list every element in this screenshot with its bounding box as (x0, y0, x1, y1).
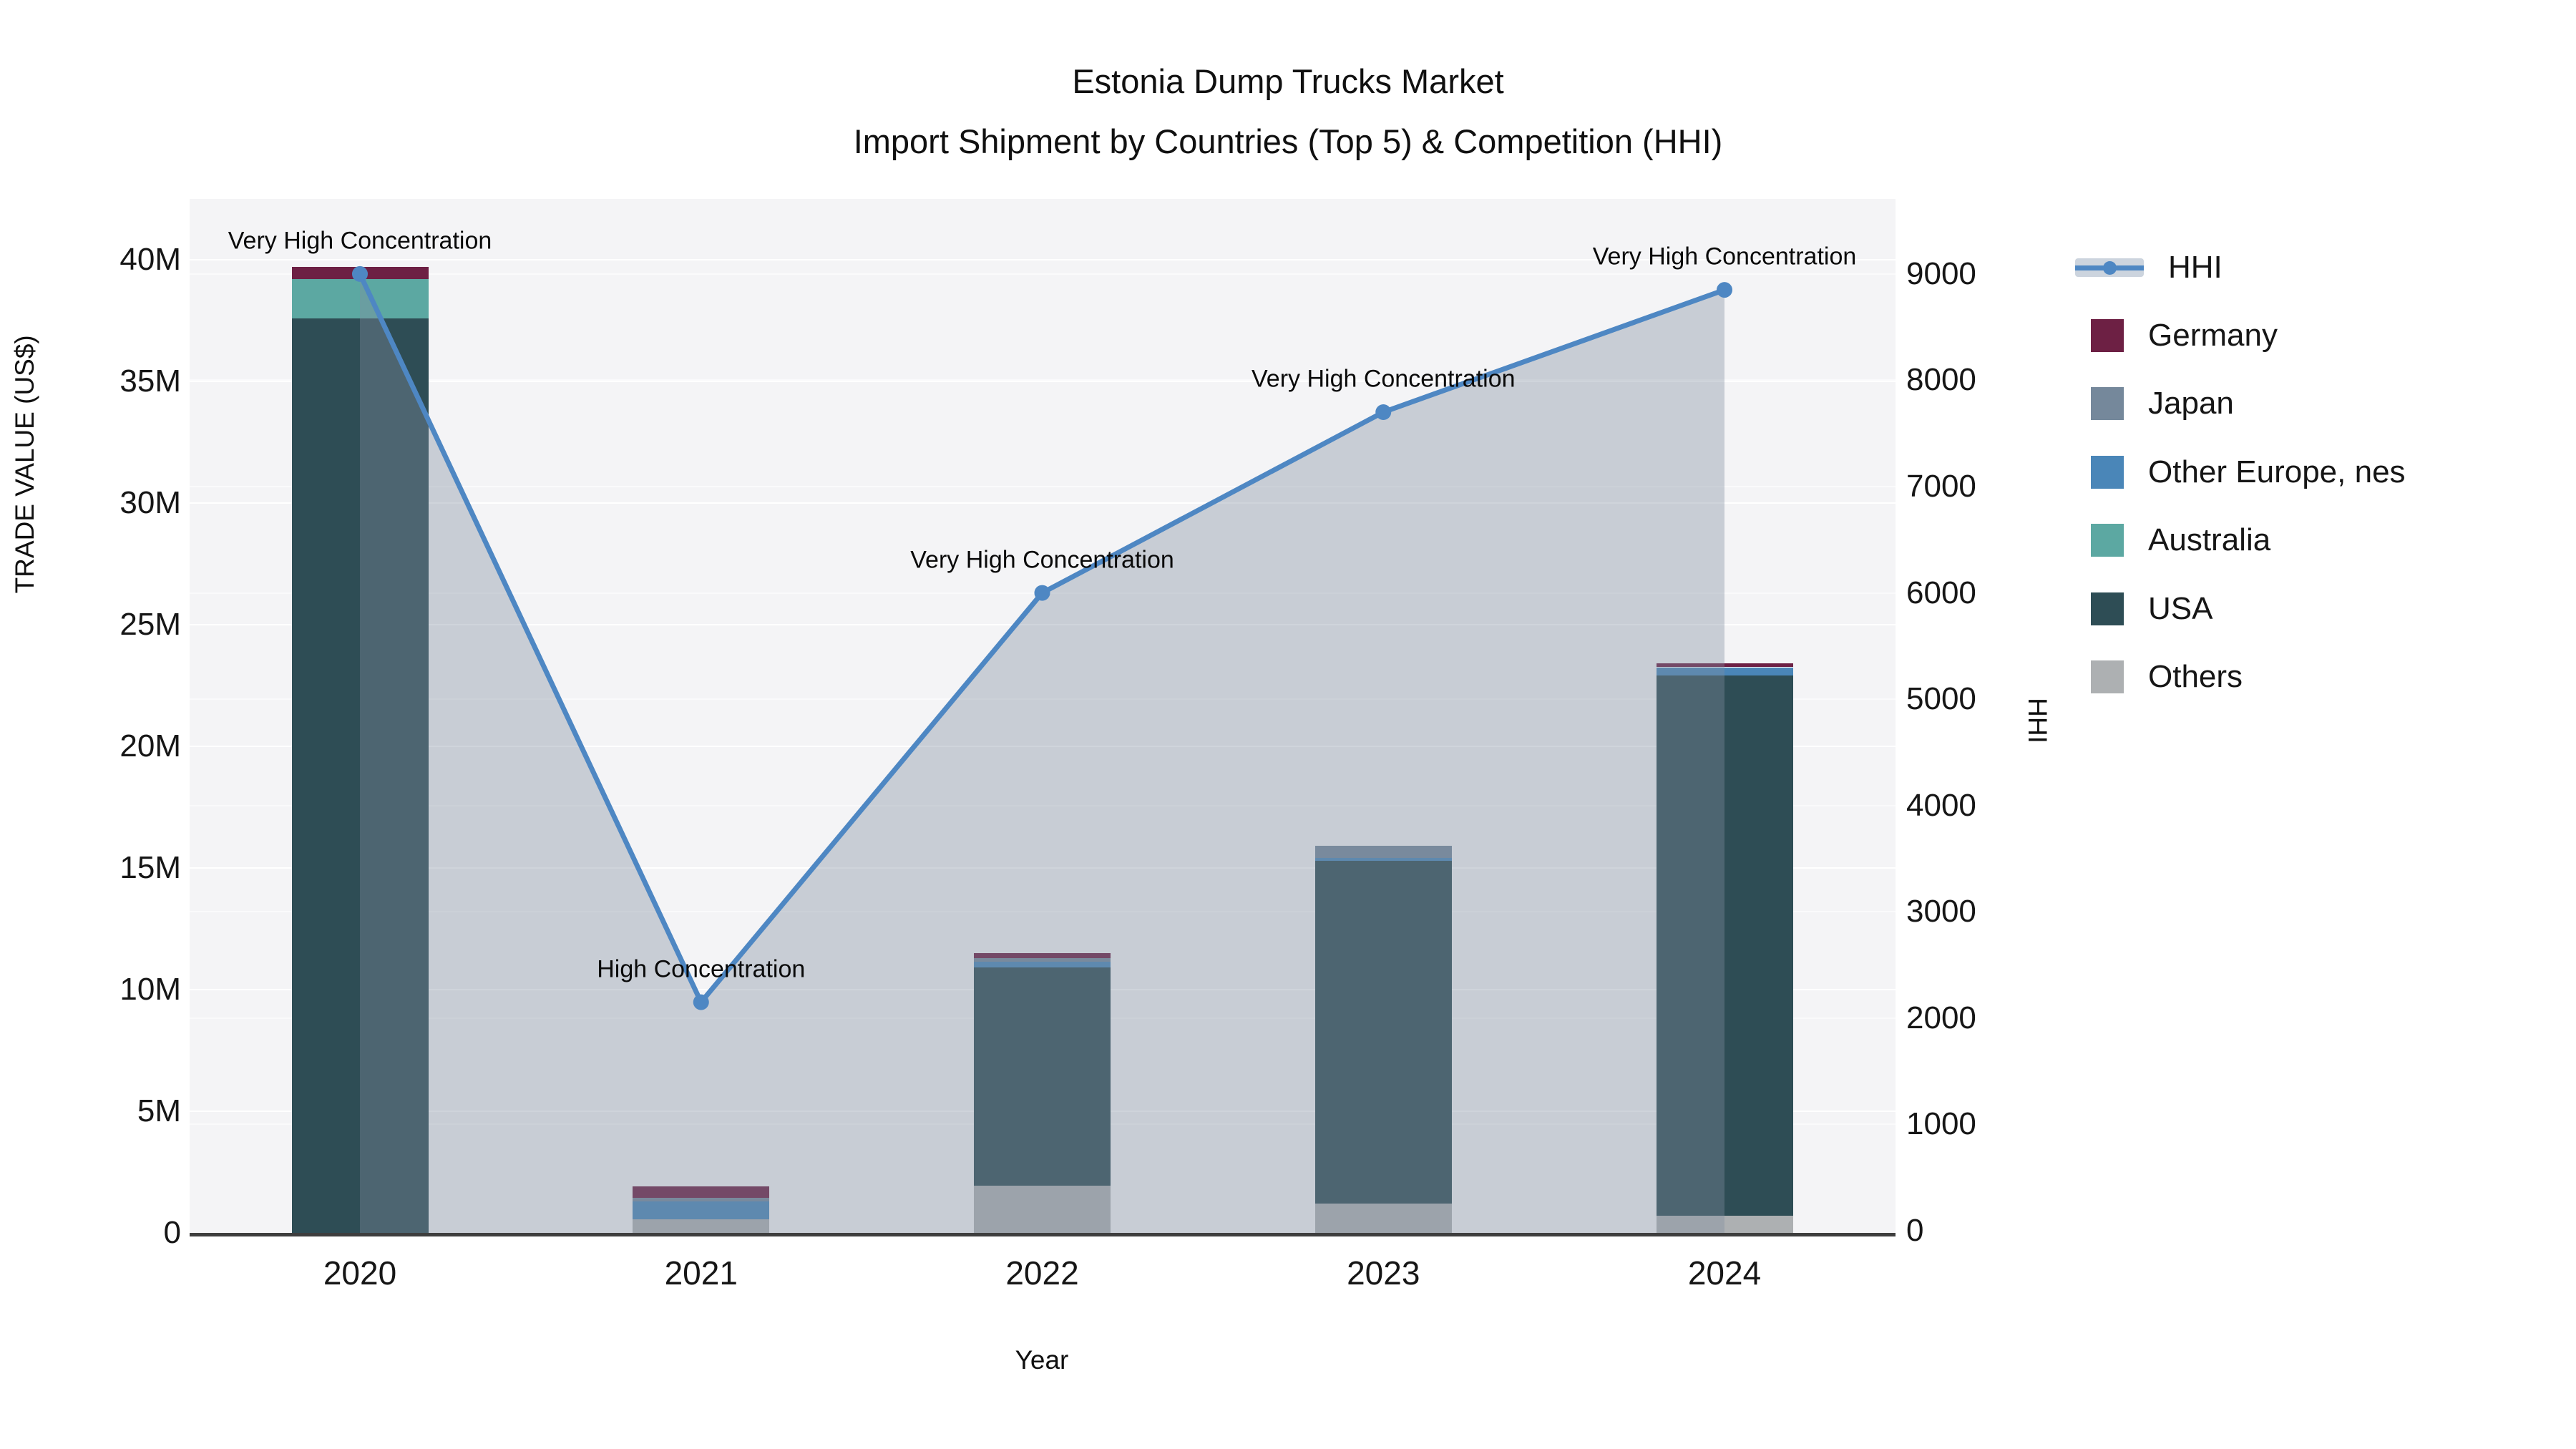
annotation-2022: Very High Concentration (910, 546, 1174, 574)
legend-item-usa[interactable]: USA (2075, 575, 2212, 643)
left-tick-35M: 35M (119, 364, 181, 399)
right-tick-1000: 1000 (1906, 1106, 1976, 1142)
legend-label: Other Europe, nes (2148, 454, 2406, 489)
bar-segment-usa-2022[interactable] (974, 967, 1111, 1186)
gridline-right-8000 (190, 379, 1896, 381)
left-axis-title: TRADE VALUE (US$) (10, 335, 39, 594)
bar-segment-germany-2021[interactable] (633, 1186, 770, 1198)
legend-item-australia[interactable]: Australia (2075, 507, 2270, 575)
annotation-2020: Very High Concentration (228, 227, 492, 255)
bar-segment-others-2022[interactable] (974, 1185, 1111, 1233)
x-tick-2021: 2021 (664, 1254, 738, 1292)
bar-segment-germany-2024[interactable] (1656, 663, 1793, 668)
left-tick-5M: 5M (137, 1093, 181, 1128)
right-tick-5000: 5000 (1906, 681, 1976, 717)
annotation-2021: High Concentration (597, 955, 806, 983)
annotation-2024: Very High Concentration (1592, 243, 1857, 270)
bar-segment-other-europe-nes-2021[interactable] (633, 1201, 770, 1220)
left-tick-15M: 15M (119, 850, 181, 885)
gridline-right-9000 (190, 273, 1896, 275)
x-axis-title: Year (1015, 1345, 1069, 1375)
left-tick-10M: 10M (119, 972, 181, 1007)
left-tick-40M: 40M (119, 242, 181, 277)
gridline-left-20M (190, 746, 1896, 747)
right-tick-4000: 4000 (1906, 787, 1976, 823)
gridline-right-7000 (190, 486, 1896, 487)
bar-segment-germany-2020[interactable] (291, 267, 429, 280)
bar-segment-usa-2020[interactable] (291, 318, 429, 1233)
right-tick-9000: 9000 (1906, 255, 1976, 291)
gridline-left-40M (190, 259, 1896, 260)
bar-segment-japan-2023[interactable] (1314, 846, 1452, 859)
bar-segment-other-europe-nes-2024[interactable] (1656, 667, 1793, 676)
legend-swatch-icon (2091, 592, 2124, 625)
left-tick-30M: 30M (119, 485, 181, 520)
legend-label: Australia (2148, 522, 2271, 558)
x-tick-2020: 2020 (323, 1254, 397, 1292)
bar-segment-japan-2022[interactable] (974, 957, 1111, 962)
bar-segment-others-2024[interactable] (1656, 1216, 1793, 1233)
bar-segment-usa-2023[interactable] (1314, 860, 1452, 1204)
gridline-right-5000 (190, 698, 1896, 701)
annotation-2023: Very High Concentration (1251, 365, 1516, 393)
left-tick-25M: 25M (119, 607, 181, 642)
bar-segment-japan-2021[interactable] (633, 1197, 770, 1201)
bar-segment-other-europe-nes-2023[interactable] (1314, 858, 1452, 861)
bar-segment-others-2021[interactable] (633, 1219, 770, 1233)
right-tick-3000: 3000 (1906, 894, 1976, 930)
legend-label: USA (2148, 590, 2213, 626)
gridline-right-4000 (190, 804, 1896, 806)
right-tick-7000: 7000 (1906, 469, 1976, 504)
chart-title: Estonia Dump Trucks Market Import Shipme… (0, 52, 2576, 172)
x-tick-2023: 2023 (1347, 1254, 1420, 1292)
legend-item-japan[interactable]: Japan (2075, 370, 2234, 438)
right-axis-title: HHI (2023, 698, 2052, 743)
legend-label: Others (2148, 658, 2243, 694)
legend-swatch-icon (2091, 524, 2124, 557)
legend-item-hhi[interactable]: HHI (2075, 233, 2223, 301)
legend-item-other-europe-nes[interactable]: Other Europe, nes (2075, 438, 2406, 506)
gridline-right-6000 (190, 592, 1896, 594)
hhi-legend-sample-icon (2075, 257, 2144, 278)
x-tick-2022: 2022 (1005, 1254, 1079, 1292)
gridline-left-15M (190, 867, 1896, 869)
bar-segment-germany-2022[interactable] (974, 953, 1111, 958)
legend-swatch-icon (2091, 660, 2124, 693)
right-tick-6000: 6000 (1906, 575, 1976, 610)
bar-segment-other-europe-nes-2022[interactable] (974, 961, 1111, 968)
bar-segment-usa-2024[interactable] (1656, 675, 1793, 1216)
gridline-left-25M (190, 624, 1896, 625)
right-tick-8000: 8000 (1906, 362, 1976, 398)
bar-segment-australia-2020[interactable] (291, 279, 429, 318)
chart-title-line2: Import Shipment by Countries (Top 5) & C… (853, 122, 1723, 160)
right-tick-2000: 2000 (1906, 1000, 1976, 1035)
bar-segment-others-2023[interactable] (1314, 1204, 1452, 1233)
left-tick-0: 0 (163, 1215, 181, 1250)
legend-swatch-icon (2091, 318, 2124, 352)
legend-item-germany[interactable]: Germany (2075, 301, 2278, 369)
gridline-right-3000 (190, 911, 1896, 913)
legend-swatch-icon (2091, 455, 2124, 489)
chart-title-line1: Estonia Dump Trucks Market (1072, 62, 1504, 100)
legend-label: HHI (2168, 249, 2223, 285)
legend-item-others[interactable]: Others (2075, 643, 2243, 711)
x-tick-2024: 2024 (1687, 1254, 1762, 1292)
legend-label: Japan (2148, 386, 2234, 421)
legend-swatch-icon (2091, 387, 2124, 421)
left-tick-20M: 20M (119, 728, 181, 763)
gridline-left-30M (190, 502, 1896, 504)
legend-label: Germany (2148, 317, 2278, 353)
right-tick-0: 0 (1906, 1213, 1924, 1248)
x-axis-line (190, 1233, 1896, 1236)
